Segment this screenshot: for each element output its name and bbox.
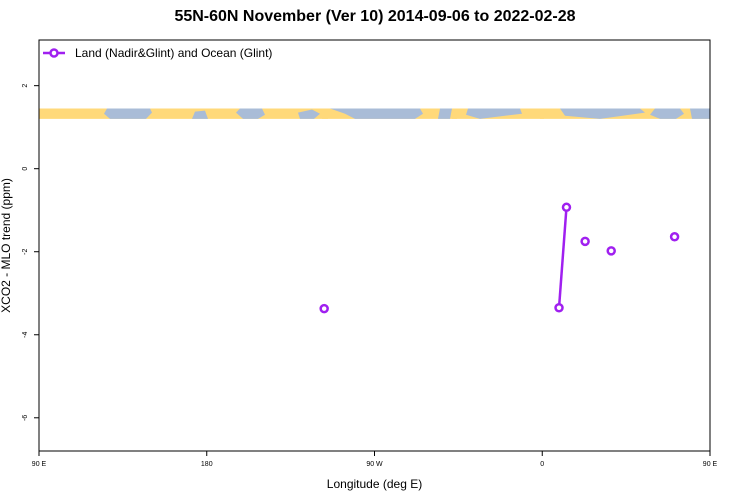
y-axis: 2 0 -2 -4 -6 [22, 40, 40, 451]
map-band-ocean [236, 108, 265, 119]
y-tick-label: 0 [22, 167, 29, 171]
data-point [669, 232, 680, 242]
x-axis-title: Longitude (deg E) [327, 477, 422, 491]
plot-frame [38, 39, 711, 452]
y-tick-label: 2 [22, 84, 29, 88]
series-layer [319, 202, 680, 314]
y-axis-title: XCO2 - MLO trend (ppm) [0, 178, 13, 313]
y-tick-label: -6 [22, 415, 29, 421]
map-band-ocean [330, 108, 423, 119]
y-tick-label: -2 [22, 249, 29, 255]
legend-marker-swatch [49, 48, 59, 58]
data-point [606, 246, 616, 256]
map-band-ocean [690, 108, 710, 119]
x-tick-label: 0 [540, 461, 544, 468]
map-band-ocean [650, 108, 684, 119]
map-band-land-patch [540, 114, 544, 119]
x-tick-label: 90 E [32, 461, 47, 468]
map-band-land-patch [452, 110, 457, 119]
map-band-land-patch [322, 113, 328, 119]
map-band-ocean [560, 108, 645, 119]
series-line-segment [557, 207, 568, 308]
x-tick-label: 90 W [366, 461, 383, 468]
legend-label: Land (Nadir&Glint) and Ocean (Glint) [75, 46, 272, 60]
data-point [319, 303, 329, 314]
legend: Land (Nadir&Glint) and Ocean (Glint) [43, 46, 272, 60]
land-ocean-map-band [39, 108, 710, 119]
map-band-ocean [438, 108, 452, 119]
data-point [554, 303, 564, 313]
map-band-ocean [466, 108, 522, 119]
map-band-ocean [298, 109, 320, 119]
data-point [580, 236, 590, 247]
data-point [561, 202, 572, 213]
y-tick-label: -4 [22, 332, 29, 338]
chart-title: 55N-60N November (Ver 10) 2014-09-06 to … [174, 8, 576, 25]
x-tick-label: 90 E [703, 461, 718, 468]
x-tick-label: 180 [201, 461, 213, 468]
map-band-ocean [104, 108, 152, 119]
map-band-ocean [192, 110, 208, 119]
x-axis: 90 E 180 90 W 0 90 E [32, 450, 718, 468]
